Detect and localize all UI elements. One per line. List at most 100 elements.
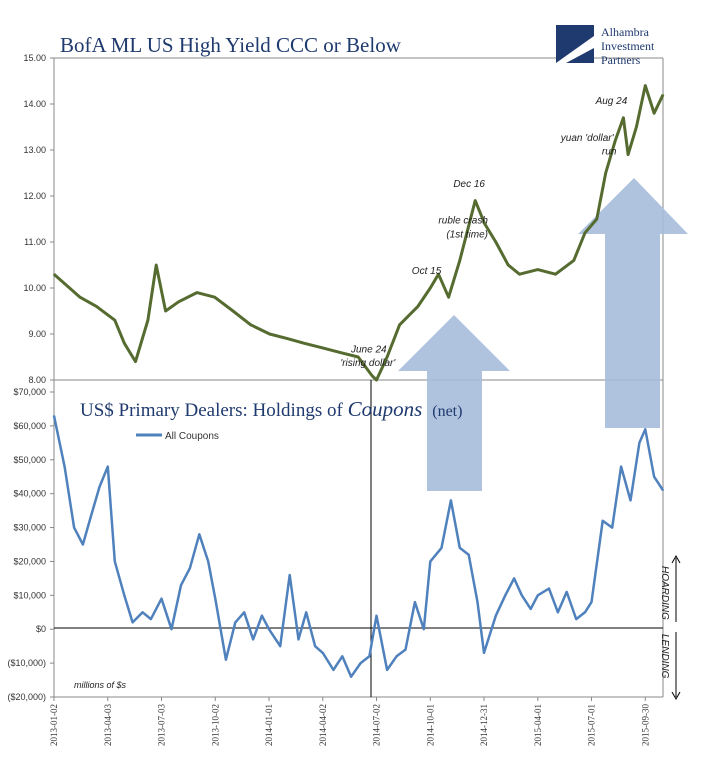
annotation-label: ruble crash bbox=[438, 216, 488, 227]
yield-data-point bbox=[584, 232, 586, 234]
annotation-label: 'rising dollar' bbox=[340, 358, 396, 369]
coupons-data-point bbox=[314, 645, 316, 647]
yield-data-point bbox=[627, 153, 629, 156]
coupons-data-point bbox=[529, 608, 532, 610]
coupons-data-point bbox=[386, 669, 388, 671]
xtick-label: 2014-01-01 bbox=[264, 704, 274, 746]
yield-data-point bbox=[232, 310, 234, 312]
yield-data-point bbox=[604, 172, 607, 174]
coupons-data-point bbox=[53, 414, 55, 417]
coupons-data-point bbox=[180, 584, 182, 586]
yield-data-point bbox=[429, 287, 432, 289]
coupons-data-point bbox=[252, 638, 254, 641]
coupons-data-point bbox=[234, 621, 237, 624]
xtick-label: 2014-12-31 bbox=[479, 704, 489, 746]
coupons-data-point bbox=[521, 594, 523, 597]
legend: All Coupons bbox=[136, 431, 219, 442]
yield-data-point bbox=[662, 94, 664, 96]
yield-data-point bbox=[536, 268, 539, 271]
coupons-data-point bbox=[467, 553, 470, 556]
top-chart-title: BofA ML US High Yield CCC or Below bbox=[60, 33, 402, 57]
coupons-data-point bbox=[404, 648, 407, 651]
coupons-data-point bbox=[189, 567, 191, 570]
yield-data-point bbox=[474, 199, 476, 202]
top-ytick-label: 11.00 bbox=[24, 237, 46, 247]
yield-data-point bbox=[213, 296, 216, 299]
coupons-data-point bbox=[98, 486, 101, 488]
xtick-label: 2014-10-01 bbox=[425, 704, 435, 746]
coupons-data-point bbox=[268, 628, 270, 631]
coupons-data-point bbox=[131, 621, 134, 624]
bottom-ytick-label: $60,000 bbox=[13, 421, 46, 431]
coupons-data-point bbox=[214, 597, 217, 600]
coupons-data-point bbox=[150, 618, 152, 620]
xtick-label: 2013-04-03 bbox=[103, 704, 113, 746]
coupons-data-point bbox=[495, 614, 497, 617]
coupons-data-point bbox=[483, 652, 485, 654]
coupons-data-point bbox=[638, 442, 641, 444]
yield-data-point bbox=[134, 360, 137, 363]
yield-data-point bbox=[518, 273, 521, 276]
unit-note: millions of $s bbox=[74, 680, 127, 690]
yield-data-point bbox=[437, 273, 440, 276]
coupons-data-point bbox=[575, 618, 577, 620]
coupons-data-point bbox=[513, 577, 515, 580]
coupons-data-point bbox=[653, 475, 655, 478]
bottom-ytick-label: $0 bbox=[36, 624, 46, 634]
coupons-data-point bbox=[305, 611, 308, 614]
up-arrow-large bbox=[578, 178, 688, 428]
top-ytick-label: 15.00 bbox=[23, 53, 46, 63]
coupons-data-point bbox=[359, 662, 362, 664]
yield-data-point bbox=[622, 117, 625, 119]
logo-line-2: Investment bbox=[601, 39, 655, 53]
yield-data-point bbox=[614, 140, 616, 142]
up-arrow-small bbox=[398, 315, 510, 491]
yield-data-point bbox=[447, 296, 450, 299]
coupons-data-point bbox=[395, 655, 398, 658]
annotation-label: run bbox=[602, 147, 617, 158]
xtick-label: 2014-04-02 bbox=[318, 704, 328, 746]
yield-data-point bbox=[417, 305, 419, 308]
coupons-data-point bbox=[590, 601, 593, 603]
bottom-ytick-label: $10,000 bbox=[13, 590, 46, 600]
hoarding-bracket: HOARDING bbox=[659, 554, 681, 622]
yield-data-point bbox=[95, 305, 98, 308]
top-ytick-label: 14.00 bbox=[23, 99, 46, 109]
coupons-data-point bbox=[601, 519, 604, 522]
xtick-label: 2015-09-30 bbox=[640, 704, 650, 746]
yield-data-point bbox=[53, 273, 55, 276]
tick-layer: 8.00 9.00 10.00 11.00 12.00 13.00 14.00 15.00 ($… bbox=[7, 53, 650, 746]
bottom-ytick-label: $40,000 bbox=[13, 489, 46, 499]
xtick-label: 2013-07-03 bbox=[157, 704, 167, 746]
logo-swoosh bbox=[556, 36, 594, 63]
yield-data-point bbox=[196, 291, 198, 294]
top-ytick-label: 13.00 bbox=[23, 145, 46, 155]
coupons-data-point bbox=[450, 499, 452, 502]
yield-data-point bbox=[147, 319, 149, 322]
coupons-data-point bbox=[440, 547, 443, 549]
coupons-data-point bbox=[429, 560, 432, 563]
hoarding-label: HOARDING bbox=[659, 566, 670, 620]
bottom-ytick-label: $20,000 bbox=[13, 556, 46, 566]
coupons-data-point bbox=[414, 601, 416, 603]
coupons-data-point bbox=[548, 587, 550, 590]
yield-data-point bbox=[79, 296, 81, 299]
xtick-label: 2013-10-02 bbox=[210, 704, 220, 746]
yield-data-point bbox=[375, 379, 378, 381]
annotation-label: Dec 16 bbox=[453, 179, 485, 190]
annotation-label: June 24 bbox=[350, 344, 387, 355]
bottom-ytick-label: $70,000 bbox=[13, 387, 46, 397]
coupons-data-point bbox=[644, 428, 647, 431]
top-ytick-label: 10.00 bbox=[23, 283, 46, 293]
coupons-data-point bbox=[565, 591, 568, 593]
legend-label: All Coupons bbox=[165, 431, 219, 442]
yield-data-point bbox=[357, 356, 360, 358]
annotation-label: (1st time) bbox=[446, 229, 488, 240]
coupons-data-point bbox=[662, 489, 664, 492]
coupons-data-point bbox=[620, 465, 622, 468]
coupons-data-point bbox=[611, 526, 614, 529]
yield-data-point bbox=[321, 347, 323, 349]
bottom-ytick-label: $50,000 bbox=[13, 455, 46, 465]
coupons-data-point bbox=[288, 574, 291, 576]
coupons-data-point bbox=[160, 597, 163, 600]
